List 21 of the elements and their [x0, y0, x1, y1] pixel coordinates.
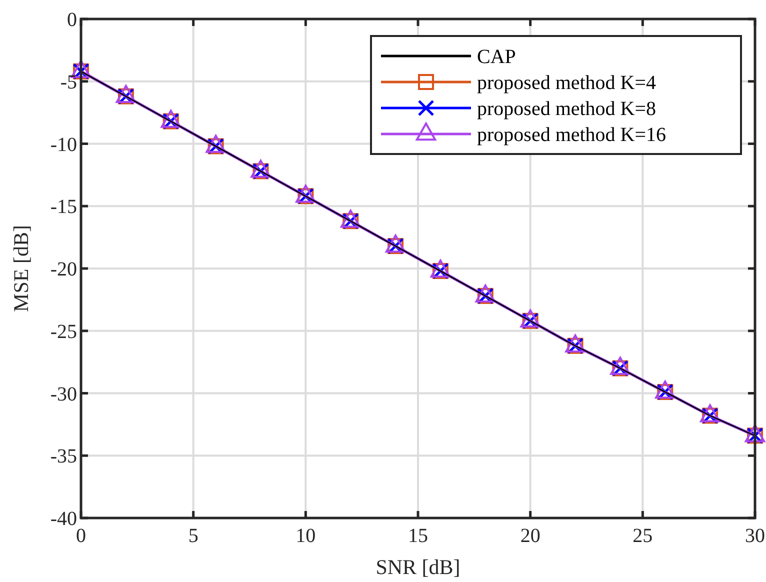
y-tick-label: -25 — [50, 320, 77, 343]
legend-label: proposed method K=8 — [477, 98, 656, 120]
y-tick-label: -30 — [50, 383, 77, 406]
y-axis-title: MSE [dB] — [9, 225, 33, 312]
legend-label: proposed method K=16 — [477, 124, 666, 146]
y-tick-label: -10 — [50, 134, 77, 156]
x-tick-label: 5 — [188, 525, 198, 547]
legend-label: proposed method K=4 — [477, 72, 656, 94]
x-tick-label: 20 — [520, 525, 540, 547]
y-tick-label: 0 — [67, 9, 77, 31]
y-tick-label: -35 — [50, 446, 77, 468]
y-tick-label: -5 — [60, 71, 77, 94]
x-tick-label: 30 — [745, 525, 765, 547]
x-tick-label: 10 — [296, 525, 316, 547]
y-tick-label: -15 — [50, 196, 77, 218]
x-axis-title: SNR [dB] — [376, 555, 460, 579]
x-tick-label: 15 — [408, 525, 428, 547]
legend-label: CAP — [477, 46, 516, 68]
x-tick-label: 25 — [632, 525, 653, 547]
y-tick-label: -20 — [50, 258, 77, 280]
y-tick-label: -40 — [50, 508, 77, 530]
